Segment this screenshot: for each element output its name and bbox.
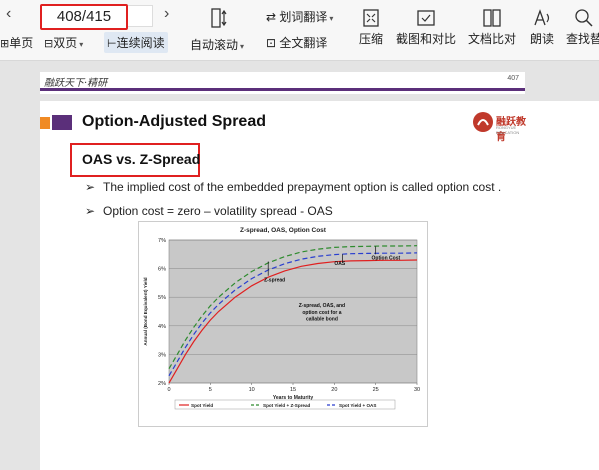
- read-aloud-label: 朗读: [529, 32, 554, 46]
- chevron-down-icon: ▾: [79, 40, 84, 49]
- full-translate-button[interactable]: ⊡ 全文翻译: [266, 34, 327, 51]
- doc-compare-icon: [483, 9, 501, 27]
- highlight-box: [70, 143, 200, 177]
- annotation-note: callable bond: [306, 316, 338, 322]
- auto-scroll-icon: [211, 8, 227, 28]
- continuous-read-label: 连续阅读: [116, 36, 165, 50]
- brand-logo: 融跃教育 RONGYUE EDUCATION: [472, 111, 530, 143]
- bullet-item: ➢ The implied cost of the embedded prepay…: [85, 180, 501, 194]
- auto-scroll-button[interactable]: [196, 6, 240, 30]
- single-page-button[interactable]: ⊞单页: [0, 34, 33, 51]
- annotation-oas: OAS: [334, 261, 346, 267]
- single-page-label: 单页: [9, 36, 34, 50]
- header-rule: [40, 78, 525, 91]
- annotation-option-cost: Option Cost: [372, 255, 401, 261]
- yield-chart: Z-spread, OAS, Option Cost 2% 3% 4% 5% 6% 7% 0 5…: [138, 221, 428, 427]
- word-translate-button[interactable]: ⇄ 划词翻译 ▾: [266, 8, 333, 25]
- auto-scroll-label: 自动滚动: [190, 38, 239, 52]
- x-tick-label: 10: [249, 387, 255, 393]
- page-number-input[interactable]: 408/415: [40, 4, 128, 30]
- legend-label: Spot Yield: [191, 403, 213, 408]
- orange-marker: [40, 117, 50, 129]
- full-translate-icon: ⊡: [266, 36, 277, 50]
- page-input-extension[interactable]: [128, 5, 153, 27]
- series-line: [168, 259, 418, 384]
- purple-marker: [52, 115, 72, 130]
- search-icon: [575, 9, 593, 27]
- legend-box: [174, 399, 396, 410]
- page-number-label: 407: [507, 75, 519, 82]
- y-tick-label: 2%: [158, 381, 166, 387]
- slide-subtitle: OAS vs. Z-Spread: [82, 151, 201, 167]
- legend-label: Spot Yield + OAS: [339, 403, 376, 408]
- slide-title: Option-Adjusted Spread: [82, 113, 266, 130]
- arrow-bullet-icon: ➢: [85, 180, 96, 194]
- continuous-read-icon: ⊢: [107, 38, 117, 50]
- y-axis-label: Annual (Bond Equivalent) Yield: [143, 277, 148, 345]
- y-tick-label: 7%: [158, 238, 166, 244]
- slide-page: Option-Adjusted Spread 融跃教育 RONGYUE EDUC…: [40, 101, 599, 470]
- compress-button[interactable]: 压缩: [348, 6, 394, 47]
- chevron-down-icon: ▾: [240, 42, 245, 51]
- header-script-text: 融跃天下·精研: [44, 78, 108, 89]
- y-tick-label: 6%: [158, 267, 166, 273]
- find-replace-button[interactable]: 查找替: [564, 6, 599, 47]
- auto-scroll-label-wrap[interactable]: 自动滚动 ▾: [190, 36, 244, 53]
- compress-icon: [363, 9, 379, 27]
- y-tick-label: 5%: [158, 295, 166, 301]
- double-page-label: 双页: [53, 36, 78, 50]
- bullet-item: ➢ Option cost = zero – volatility spread …: [85, 204, 333, 218]
- doc-compare-button[interactable]: 文档比对: [466, 6, 518, 47]
- find-replace-label: 查找替: [565, 32, 599, 46]
- chart-svg: Z-spread, OAS, Option Cost 2% 3% 4% 5% 6% 7% 0 5…: [143, 227, 420, 410]
- full-translate-label: 全文翻译: [279, 36, 328, 50]
- annotation-note: option cost for a: [302, 310, 341, 316]
- continuous-read-button[interactable]: ⊢连续阅读: [104, 32, 168, 53]
- logo-mark-icon: [473, 112, 493, 132]
- x-tick-label: 20: [331, 387, 337, 393]
- logo-text: 融跃教育: [496, 117, 526, 143]
- x-tick-label: 0: [167, 387, 170, 393]
- annotation-note: Z-spread, OAS, and: [299, 303, 345, 309]
- plot-area: [168, 239, 418, 384]
- toolbar: ‹ 408/415 › ⊞单页 ⊟双页 ▾ ⊢连续阅读 自动滚动 ▾ ⇄ 划词翻译 ▾…: [0, 0, 599, 61]
- double-page-button[interactable]: ⊟双页 ▾: [44, 34, 83, 51]
- x-tick-label: 25: [373, 387, 379, 393]
- prev-page-icon[interactable]: ‹: [6, 5, 12, 22]
- annotation-z-spread: Z-spread: [264, 277, 285, 283]
- y-tick-label: 4%: [158, 324, 166, 330]
- y-tick-label: 3%: [158, 352, 166, 358]
- word-translate-label: 划词翻译: [279, 10, 328, 24]
- x-tick-label: 15: [290, 387, 296, 393]
- x-tick-label: 30: [414, 387, 420, 393]
- double-page-icon: ⊟: [44, 38, 54, 50]
- screenshot-compare-button[interactable]: 截图和对比: [396, 6, 456, 47]
- compress-label: 压缩: [358, 32, 383, 46]
- doc-compare-label: 文档比对: [467, 32, 516, 46]
- legend-label: Spot Yield + Z-Spread: [263, 403, 311, 408]
- next-page-icon[interactable]: ›: [164, 5, 170, 22]
- previous-page-footer: 融跃天下·精研 407: [40, 72, 525, 94]
- logo-subtext: RONGYUE EDUCATION: [496, 125, 520, 135]
- bullet-text: The implied cost of the embedded prepaym…: [103, 180, 502, 194]
- screenshot-compare-label: 截图和对比: [396, 32, 457, 46]
- x-tick-label: 5: [209, 387, 212, 393]
- bullet-text: Option cost = zero – volatility spread -…: [103, 204, 333, 218]
- read-aloud-icon: [534, 9, 550, 26]
- arrow-bullet-icon: ➢: [85, 204, 96, 218]
- translate-icon: ⇄: [266, 10, 277, 24]
- read-aloud-button[interactable]: 朗读: [522, 6, 562, 47]
- chevron-down-icon: ▾: [329, 14, 334, 23]
- single-page-icon: ⊞: [0, 38, 10, 50]
- chart-title: Z-spread, OAS, Option Cost: [240, 227, 327, 234]
- x-axis-label: Years to Maturity: [273, 395, 314, 401]
- screenshot-icon: [417, 10, 435, 26]
